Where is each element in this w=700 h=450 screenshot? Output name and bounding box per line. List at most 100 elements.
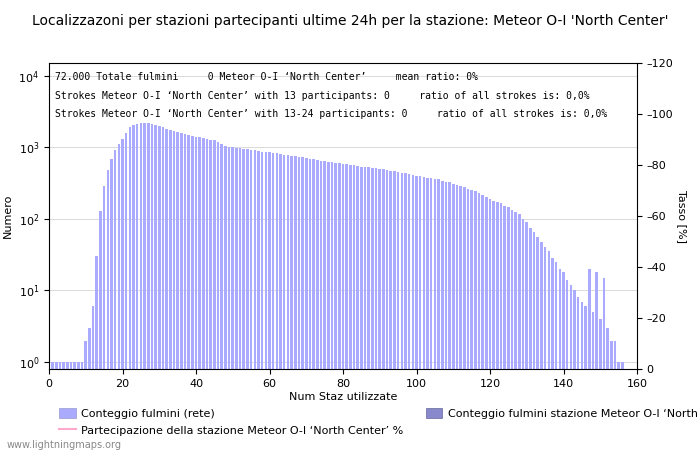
X-axis label: Num Staz utilizzate: Num Staz utilizzate	[289, 392, 397, 401]
Bar	[448, 182, 451, 450]
Bar	[103, 186, 106, 450]
Bar	[503, 206, 506, 450]
Bar	[374, 168, 377, 450]
Bar	[470, 190, 473, 450]
Bar	[327, 162, 330, 450]
Bar	[224, 146, 227, 450]
Bar	[147, 123, 150, 450]
Bar	[573, 290, 576, 450]
Bar	[614, 341, 616, 450]
Bar	[312, 159, 315, 450]
Bar	[150, 124, 153, 450]
Bar	[268, 152, 271, 450]
Bar	[551, 258, 554, 450]
Bar	[121, 139, 124, 450]
Bar	[518, 215, 521, 450]
Bar	[368, 167, 370, 450]
Bar	[95, 256, 98, 450]
Bar	[265, 152, 267, 450]
Bar	[610, 341, 612, 450]
Bar	[353, 165, 356, 450]
Bar	[419, 176, 421, 450]
Bar	[570, 285, 572, 450]
Bar	[239, 148, 241, 450]
Bar	[298, 157, 300, 450]
Bar	[261, 152, 263, 450]
Bar	[452, 184, 454, 450]
Bar	[99, 211, 102, 450]
Bar	[62, 362, 65, 450]
Bar	[320, 161, 322, 450]
Bar	[198, 137, 201, 450]
Bar	[206, 139, 209, 450]
Bar	[180, 133, 183, 450]
Bar	[110, 159, 113, 450]
Bar	[144, 123, 146, 450]
Bar	[559, 269, 561, 450]
Bar	[536, 238, 539, 450]
Bar	[404, 173, 407, 450]
Bar	[489, 199, 491, 450]
Bar	[514, 212, 517, 450]
Bar	[188, 135, 190, 450]
Bar	[349, 165, 351, 450]
Bar	[88, 328, 91, 450]
Bar	[382, 169, 385, 450]
Text: Strokes Meteor O-I ‘North Center’ with 13 participants: 0     ratio of all strok: Strokes Meteor O-I ‘North Center’ with 1…	[55, 90, 589, 100]
Bar	[132, 125, 135, 450]
Bar	[330, 162, 333, 450]
Bar	[482, 195, 484, 450]
Bar	[544, 248, 547, 450]
Bar	[603, 278, 606, 450]
Bar	[294, 156, 297, 450]
Bar	[459, 186, 462, 450]
Bar	[566, 280, 568, 450]
Bar	[279, 154, 282, 450]
Bar	[540, 242, 542, 450]
Bar	[526, 222, 528, 450]
Bar	[555, 262, 557, 450]
Bar	[606, 328, 609, 450]
Bar	[209, 140, 212, 450]
Bar	[345, 164, 348, 450]
Bar	[235, 148, 238, 450]
Bar	[485, 197, 488, 450]
Bar	[415, 176, 418, 450]
Bar	[335, 162, 337, 450]
Bar	[129, 127, 131, 450]
Bar	[356, 166, 359, 450]
Bar	[584, 306, 587, 450]
Bar	[456, 184, 458, 450]
Bar	[74, 362, 76, 450]
Bar	[202, 138, 204, 450]
Bar	[195, 137, 197, 450]
Bar	[533, 232, 536, 450]
Bar	[467, 189, 469, 450]
Bar	[342, 164, 344, 450]
Bar	[522, 219, 524, 450]
Text: Strokes Meteor O-I ‘North Center’ with 13-24 participants: 0     ratio of all st: Strokes Meteor O-I ‘North Center’ with 1…	[55, 109, 607, 119]
Text: 72.000 Totale fulmini     0 Meteor O-I ‘North Center’     mean ratio: 0%: 72.000 Totale fulmini 0 Meteor O-I ‘Nort…	[55, 72, 478, 82]
Bar	[272, 153, 274, 450]
Bar	[77, 362, 80, 450]
Bar	[162, 127, 164, 450]
Bar	[617, 362, 620, 450]
Bar	[114, 150, 116, 450]
Bar	[106, 170, 109, 450]
Bar	[492, 201, 495, 450]
Bar	[217, 142, 219, 450]
Bar	[286, 155, 289, 450]
Bar	[125, 133, 127, 450]
Bar	[595, 272, 598, 450]
Bar	[426, 178, 429, 450]
Y-axis label: Tasso [%]: Tasso [%]	[678, 189, 687, 243]
Bar	[220, 144, 223, 450]
Bar	[51, 362, 54, 450]
Bar	[562, 272, 565, 450]
Bar	[253, 150, 256, 450]
Bar	[213, 140, 216, 450]
Bar	[474, 191, 477, 450]
Bar	[169, 130, 172, 450]
Bar	[547, 252, 550, 450]
Y-axis label: Numero: Numero	[3, 194, 13, 238]
